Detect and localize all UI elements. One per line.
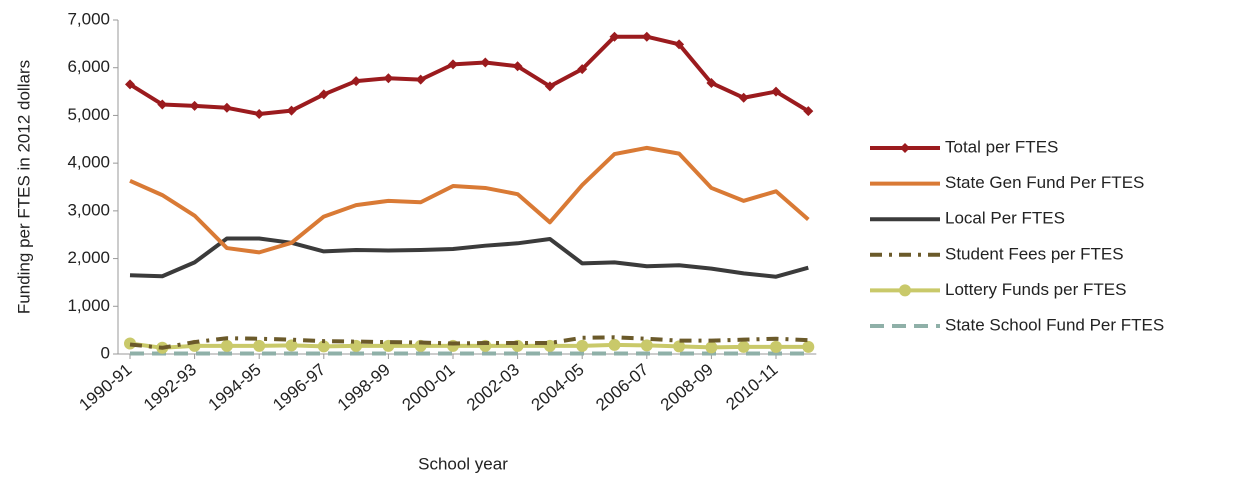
point-marker (383, 73, 394, 84)
point-marker (318, 89, 329, 100)
series-line (129, 236, 809, 279)
point-marker (512, 61, 523, 72)
point-marker (705, 341, 718, 354)
x-tick-label: 2010-11 (722, 360, 781, 414)
y-tick-label: 2,000 (67, 248, 110, 267)
point-marker (254, 108, 265, 119)
point-marker (351, 76, 362, 87)
series-line (129, 341, 809, 350)
point-marker (221, 102, 232, 113)
y-tick-label: 4,000 (67, 153, 110, 172)
point-marker (415, 74, 426, 85)
point-marker (577, 64, 588, 75)
point-marker (706, 77, 717, 88)
point-marker (609, 31, 620, 42)
y-tick-label: 1,000 (67, 296, 110, 315)
point-marker (317, 340, 330, 353)
x-tick-label: 1992-93 (140, 360, 200, 415)
legend-marker (900, 143, 910, 153)
point-marker (576, 339, 589, 352)
y-tick-label: 5,000 (67, 105, 110, 124)
legend-label: Total per FTES (945, 137, 1058, 156)
series-line (129, 335, 809, 350)
legend-label: Lottery Funds per FTES (945, 280, 1126, 299)
point-marker (285, 339, 298, 352)
x-tick-label: 2004-05 (528, 360, 588, 415)
x-tick-label: 1994-95 (205, 360, 265, 415)
x-tick-label: 2006-07 (592, 360, 652, 415)
point-marker (771, 86, 781, 97)
point-marker (673, 340, 686, 353)
y-tick-label: 7,000 (67, 9, 110, 28)
point-marker (770, 340, 782, 353)
series-line (129, 145, 810, 255)
y-axis-label: Funding per FTES in 2012 dollars (14, 60, 33, 314)
point-marker (640, 339, 653, 352)
point-marker (803, 106, 814, 117)
point-marker (253, 339, 266, 352)
legend-label: State Gen Fund Per FTES (945, 173, 1144, 192)
legend-marker (899, 284, 911, 297)
x-tick-label: 1998-99 (334, 360, 394, 415)
point-marker (480, 57, 491, 68)
x-axis-label: School year (418, 454, 508, 473)
point-marker (125, 79, 135, 90)
point-marker (737, 340, 750, 353)
x-tick-label: 2008-09 (657, 360, 717, 415)
legend-label: State School Fund Per FTES (945, 315, 1164, 334)
point-marker (448, 59, 458, 70)
y-tick-label: 6,000 (67, 57, 110, 76)
x-tick-label: 2002-03 (463, 360, 523, 415)
series-line (128, 34, 810, 116)
point-marker (641, 31, 652, 42)
point-marker (674, 39, 685, 50)
point-marker (220, 339, 233, 352)
legend-label: Local Per FTES (945, 209, 1065, 228)
point-marker (544, 81, 555, 92)
point-marker (286, 105, 297, 116)
point-marker (157, 99, 168, 110)
point-marker (189, 100, 200, 111)
point-marker (608, 338, 621, 351)
x-tick-label: 1996-97 (269, 360, 329, 415)
x-tick-label: 1990-91 (75, 360, 135, 415)
point-marker (738, 92, 749, 103)
y-tick-label: 0 (101, 343, 110, 362)
point-marker (802, 340, 815, 353)
x-tick-label: 2000-01 (398, 360, 458, 415)
y-tick-label: 3,000 (67, 200, 110, 219)
legend-label: Student Fees per FTES (945, 244, 1124, 263)
